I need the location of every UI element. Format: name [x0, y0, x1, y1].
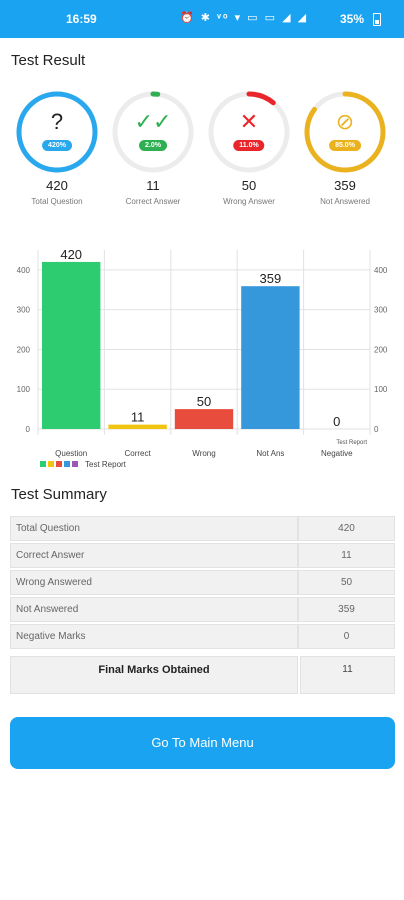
- legend-swatch: [72, 461, 78, 467]
- summary-row: Correct Answer 11: [10, 543, 395, 568]
- summary-row: Negative Marks 0: [10, 624, 395, 649]
- y-tick-label-right: 100: [374, 385, 388, 394]
- go-to-main-menu-button[interactable]: Go To Main Menu: [10, 717, 395, 769]
- bar-value-label: 50: [197, 394, 211, 409]
- legend-label: Test Report: [85, 460, 127, 469]
- summary-title: Test Summary: [11, 486, 107, 503]
- bar-value-label: 11: [131, 410, 145, 425]
- bar: [108, 424, 167, 429]
- stat-card: ✕ 11.0% 50 Wrong Answer: [206, 90, 292, 206]
- legend-swatch: [56, 461, 62, 467]
- summary-row-value: 50: [298, 570, 395, 595]
- stat-progress-ring: ✕ 11.0%: [207, 90, 291, 174]
- y-tick-label-right: 0: [374, 425, 379, 434]
- stat-number: 50: [241, 178, 257, 193]
- summary-row-value: 420: [298, 516, 395, 541]
- status-icons: ⏰ ✱ ᵛᵒ ▾ ▭ ▭ ◢ ◢: [180, 12, 309, 24]
- legend-swatch: [40, 461, 46, 467]
- prohibited-icon: ⊘: [335, 109, 355, 134]
- y-tick-label-left: 200: [17, 345, 31, 354]
- legend-swatch: [64, 461, 70, 467]
- y-tick-label-left: 0: [26, 425, 31, 434]
- bar-value-label: 420: [60, 247, 82, 262]
- y-tick-label-left: 300: [17, 306, 31, 315]
- stat-card: ⊘ 85.0% 359 Not Answered: [302, 90, 388, 206]
- stat-percent-pill: 11.0%: [233, 140, 265, 151]
- stat-progress-ring: ⊘ 85.0%: [303, 90, 387, 174]
- cross-icon: ✕: [239, 109, 259, 134]
- bar-value-label: 359: [260, 271, 282, 286]
- battery-icon: [373, 13, 381, 26]
- stat-number: 11: [146, 178, 160, 193]
- stat-card: ? 420% 420 Total Question: [14, 90, 100, 206]
- stat-percent-pill: 2.0%: [139, 140, 167, 151]
- x-tick-label: Wrong: [192, 449, 215, 458]
- summary-row-value: 11: [298, 543, 395, 568]
- summary-row-label: Correct Answer: [10, 543, 298, 568]
- summary-table: Total Question 420 Correct Answer 11 Wrong A…: [10, 514, 395, 651]
- battery-percent: 35%: [340, 12, 365, 26]
- legend-swatch: [48, 461, 54, 467]
- summary-row-label: Total Question: [10, 516, 298, 541]
- y-tick-label-right: 400: [374, 266, 388, 275]
- stat-number: 359: [334, 178, 356, 193]
- test-report-bar-chart: 0 0 100 100 200 200 300 300 400 400 420 Question 11 C…: [17, 247, 388, 469]
- chart-description: Test Report: [336, 440, 367, 446]
- summary-row-value: 0: [298, 624, 395, 649]
- stat-caption: Total Question: [31, 197, 83, 206]
- stat-caption: Correct Answer: [125, 197, 181, 206]
- y-tick-label-left: 400: [17, 266, 31, 275]
- summary-row-label: Not Answered: [10, 597, 298, 622]
- stat-caption: Wrong Answer: [223, 197, 275, 206]
- summary-row-label: Negative Marks: [10, 624, 298, 649]
- x-tick-label: Question: [55, 449, 87, 458]
- summary-row-label: Wrong Answered: [10, 570, 298, 595]
- summary-row-value: 359: [298, 597, 395, 622]
- summary-row: Total Question 420: [10, 516, 395, 541]
- final-marks-value: 11: [300, 656, 395, 694]
- final-marks-label: Final Marks Obtained: [10, 656, 298, 694]
- y-tick-label-right: 300: [374, 306, 388, 315]
- stat-percent-pill: 85.0%: [329, 140, 361, 151]
- y-tick-label-left: 100: [17, 385, 31, 394]
- final-marks-row: Final Marks Obtained 11: [10, 656, 395, 694]
- stat-card: ✓✓ 2.0% 11 Correct Answer: [110, 90, 196, 206]
- status-bar: 16:59 ⏰ ✱ ᵛᵒ ▾ ▭ ▭ ◢ ◢ 35%: [0, 0, 404, 38]
- summary-row: Not Answered 359: [10, 597, 395, 622]
- page-title: Test Result: [11, 52, 86, 69]
- x-tick-label: Negative: [321, 449, 353, 458]
- x-tick-label: Not Ans: [256, 449, 284, 458]
- status-time: 16:59: [66, 12, 97, 26]
- bar-value-label: 0: [333, 414, 340, 429]
- bar: [241, 286, 300, 429]
- question-icon: ?: [50, 109, 64, 134]
- stat-progress-ring: ✓✓ 2.0%: [111, 90, 195, 174]
- stat-percent-pill: 420%: [42, 140, 72, 151]
- stat-caption: Not Answered: [320, 197, 370, 206]
- bar: [42, 261, 101, 429]
- bar: [174, 409, 234, 429]
- x-tick-label: Correct: [124, 449, 151, 458]
- summary-row: Wrong Answered 50: [10, 570, 395, 595]
- stat-progress-ring: ? 420%: [15, 90, 99, 174]
- stat-number: 420: [46, 178, 68, 193]
- y-tick-label-right: 200: [374, 345, 388, 354]
- double-check-icon: ✓✓: [134, 109, 172, 134]
